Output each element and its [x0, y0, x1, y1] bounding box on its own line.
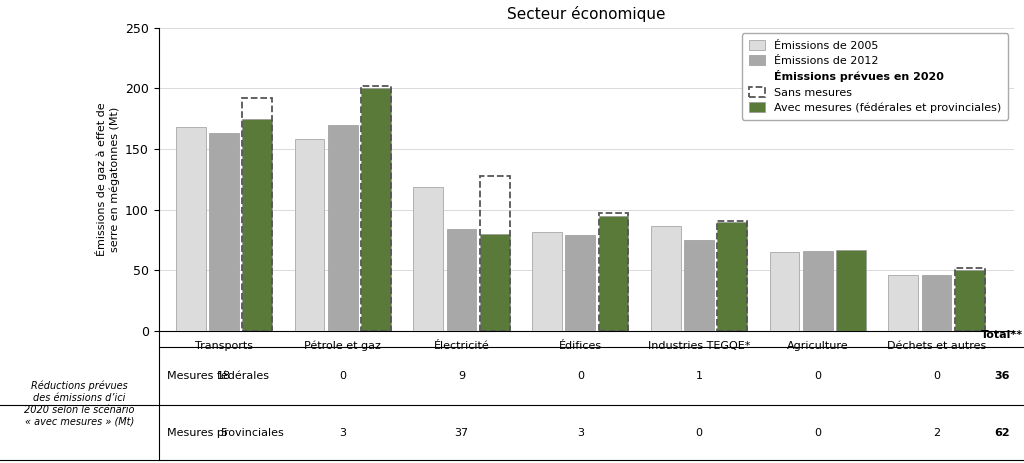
Text: 9: 9	[458, 371, 465, 381]
Bar	[955, 268, 985, 331]
Bar	[446, 229, 476, 331]
Text: 36: 36	[994, 371, 1010, 381]
Bar	[770, 252, 800, 331]
Bar	[651, 225, 681, 331]
Text: 0: 0	[339, 371, 346, 381]
Bar	[243, 98, 272, 331]
Text: Mesures fédérales: Mesures fédérales	[167, 371, 269, 381]
Bar	[414, 187, 443, 331]
Text: 5: 5	[220, 428, 227, 438]
Bar	[361, 86, 391, 331]
Text: 18: 18	[217, 371, 231, 381]
Text: 0: 0	[814, 428, 821, 438]
Bar	[328, 125, 357, 331]
Bar	[532, 232, 562, 331]
Bar	[684, 240, 714, 331]
Text: Réductions prévues
des émissions d’ici
2020 selon le scénario
« avec mesures » (: Réductions prévues des émissions d’ici 2…	[25, 381, 134, 426]
Bar	[718, 221, 748, 331]
Text: 0: 0	[933, 371, 940, 381]
Bar	[599, 213, 629, 331]
Legend: Émissions de 2005, Émissions de 2012, Émissions prévues en 2020, Sans mesures, A: Émissions de 2005, Émissions de 2012, Ém…	[742, 33, 1009, 119]
Y-axis label: Émissions de gaz à effet de
serre en mégatonnes (Mt): Émissions de gaz à effet de serre en még…	[95, 103, 120, 256]
Text: Mesures provinciales: Mesures provinciales	[167, 428, 284, 438]
Bar	[480, 176, 510, 331]
Bar	[209, 133, 239, 331]
Text: Total**: Total**	[981, 330, 1023, 340]
Bar	[955, 270, 985, 331]
Text: 0: 0	[814, 371, 821, 381]
Bar	[718, 222, 748, 331]
Bar	[803, 251, 833, 331]
Bar	[361, 88, 391, 331]
Bar	[176, 127, 206, 331]
Bar	[565, 235, 595, 331]
Text: 0: 0	[577, 371, 584, 381]
Text: 0: 0	[695, 428, 702, 438]
Bar	[922, 275, 951, 331]
Text: 37: 37	[455, 428, 469, 438]
Bar	[599, 216, 629, 331]
Text: 3: 3	[339, 428, 346, 438]
Text: 62: 62	[994, 428, 1010, 438]
Text: 3: 3	[577, 428, 584, 438]
Bar	[480, 234, 510, 331]
Bar	[889, 275, 919, 331]
Bar	[243, 119, 272, 331]
Bar	[837, 250, 866, 331]
Text: 2: 2	[933, 428, 940, 438]
Text: 1: 1	[695, 371, 702, 381]
Bar	[295, 139, 325, 331]
Title: Secteur économique: Secteur économique	[507, 6, 666, 22]
